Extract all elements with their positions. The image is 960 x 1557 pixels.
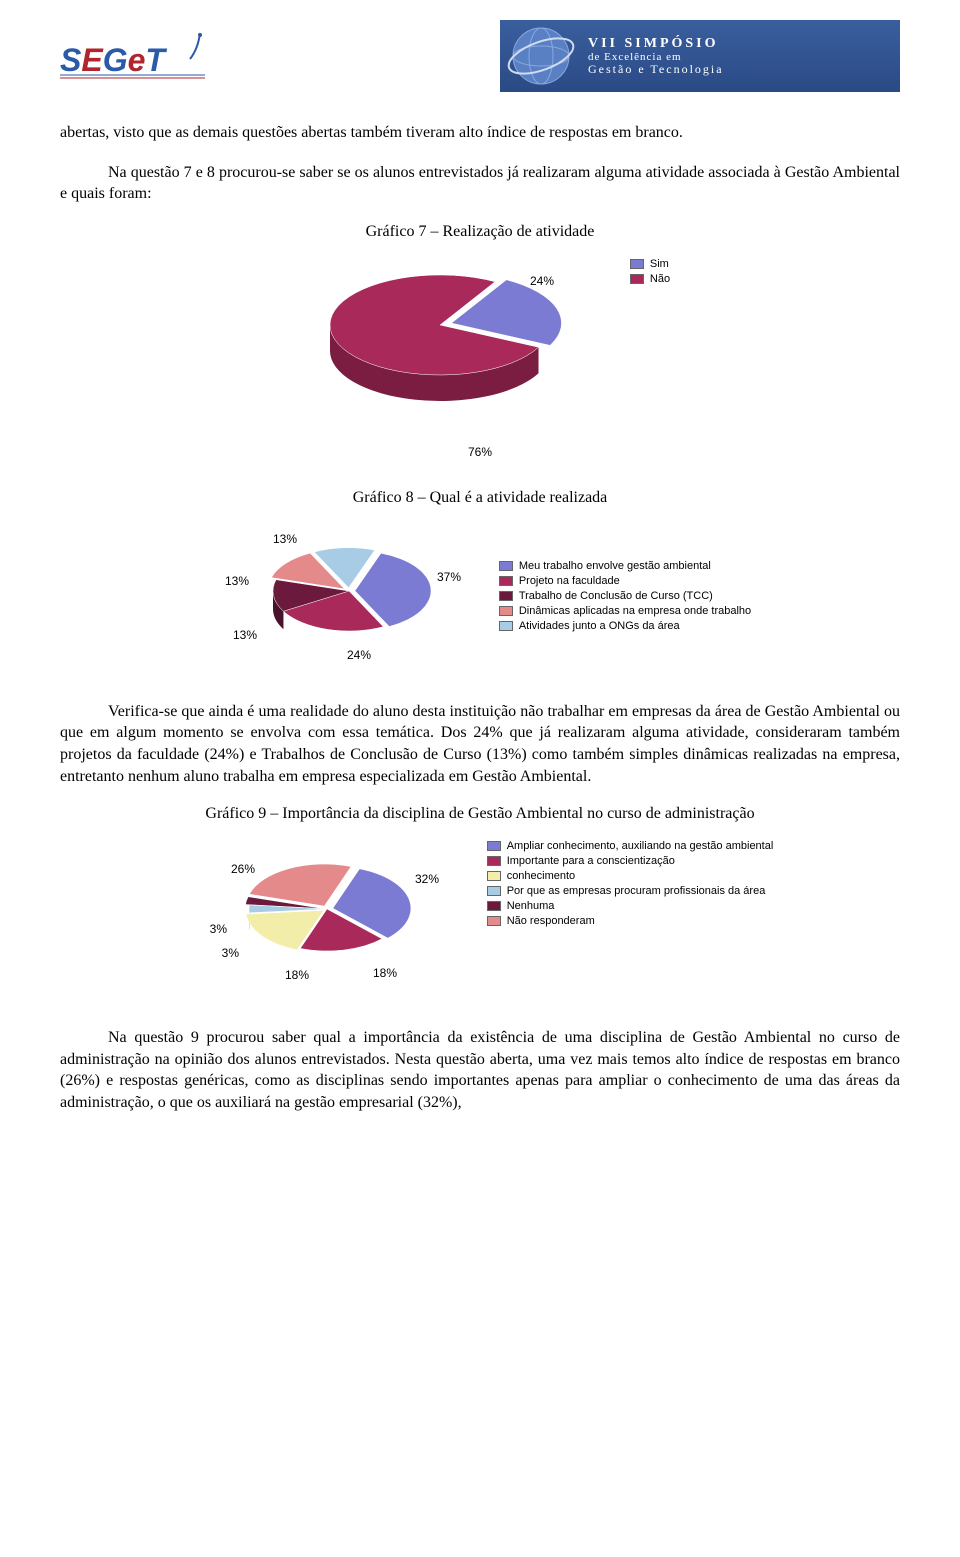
svg-text:SEGeT: SEGeT [60, 42, 167, 78]
globe-icon [506, 21, 576, 91]
legend-item: Ampliar conhecimento, auxiliando na gest… [487, 840, 774, 852]
chart8-pie: 37% 24% 13% 13% 13% [209, 521, 479, 671]
legend-swatch [487, 916, 501, 926]
legend-swatch [630, 274, 644, 284]
paragraph-4: Na questão 9 procurou saber qual a impor… [60, 1027, 900, 1113]
legend-item: Não [630, 273, 670, 285]
legend-item: Não responderam [487, 915, 774, 927]
legend-item: Sim [630, 258, 670, 270]
legend-item: Meu trabalho envolve gestão ambiental [499, 560, 751, 572]
legend-label: Importante para a conscientização [507, 855, 675, 867]
legend-label: Trabalho de Conclusão de Curso (TCC) [519, 590, 713, 602]
paragraph-3: Verifica-se que ainda é uma realidade do… [60, 701, 900, 787]
legend-label: Meu trabalho envolve gestão ambiental [519, 560, 711, 572]
chart7-bottom-label: 76% [468, 445, 492, 459]
legend-item: conhecimento [487, 870, 774, 882]
legend-item: Atividades junto a ONGs da área [499, 620, 751, 632]
legend-swatch [499, 576, 513, 586]
svg-text:3%: 3% [209, 922, 227, 936]
legend-swatch [487, 886, 501, 896]
legend-item: Dinâmicas aplicadas na empresa onde trab… [499, 605, 751, 617]
legend-label: Ampliar conhecimento, auxiliando na gest… [507, 840, 774, 852]
legend-label: Sim [650, 258, 669, 270]
chart8: 37% 24% 13% 13% 13% Meu trabalho envolve ges… [60, 521, 900, 671]
logo-line3: Gestão e Tecnologia [588, 63, 724, 76]
legend-label: Não responderam [507, 915, 595, 927]
legend-label: Por que as empresas procuram profissiona… [507, 885, 766, 897]
legend-label: Nenhuma [507, 900, 555, 912]
svg-text:37%: 37% [437, 570, 461, 584]
chart7-legend: Sim Não [630, 255, 670, 288]
legend-label: Atividades junto a ONGs da área [519, 620, 680, 632]
svg-text:13%: 13% [273, 532, 297, 546]
legend-item: Trabalho de Conclusão de Curso (TCC) [499, 590, 751, 602]
legend-swatch [487, 856, 501, 866]
legend-item: Importante para a conscientização [487, 855, 774, 867]
svg-text:18%: 18% [285, 968, 309, 982]
svg-text:18%: 18% [373, 966, 397, 980]
legend-swatch [487, 841, 501, 851]
logo-simposio: VII SIMPÓSIO de Excelência em Gestão e T… [500, 20, 900, 92]
svg-text:24%: 24% [347, 648, 371, 662]
legend-label: Não [650, 273, 670, 285]
chart8-title: Gráfico 8 – Qual é a atividade realizada [60, 489, 900, 507]
legend-swatch [487, 901, 501, 911]
legend-swatch [487, 871, 501, 881]
logo-line1: VII SIMPÓSIO [588, 36, 724, 51]
chart7-title: Gráfico 7 – Realização de atividade [60, 223, 900, 241]
svg-text:32%: 32% [415, 872, 439, 886]
svg-text:24%: 24% [530, 274, 554, 288]
legend-label: Projeto na faculdade [519, 575, 620, 587]
chart9: 32% 18% 18% 3% 3% 26% Ampliar conhecimento, a… [60, 837, 900, 997]
chart9-title: Gráfico 9 – Importância da disciplina de… [60, 805, 900, 823]
paragraph-2: Na questão 7 e 8 procurou-se saber se os… [60, 162, 900, 205]
legend-label: conhecimento [507, 870, 576, 882]
svg-text:13%: 13% [233, 628, 257, 642]
chart8-legend: Meu trabalho envolve gestão ambiental Pro… [499, 557, 751, 635]
legend-label: Dinâmicas aplicadas na empresa onde trab… [519, 605, 751, 617]
svg-text:3%: 3% [221, 946, 239, 960]
legend-swatch [499, 591, 513, 601]
svg-text:13%: 13% [225, 574, 249, 588]
logo-seget: SEGeT [60, 31, 240, 81]
legend-swatch [499, 621, 513, 631]
chart7: 24% Sim Não 76% [60, 255, 900, 459]
paragraph-1: abertas, visto que as demais questões ab… [60, 122, 900, 144]
legend-swatch [499, 561, 513, 571]
legend-swatch [630, 259, 644, 269]
page-header: SEGeT VII SIMPÓSIO de Excelência em Gest… [60, 20, 900, 92]
legend-swatch [499, 606, 513, 616]
svg-text:26%: 26% [231, 862, 255, 876]
chart7-pie: 24% [290, 255, 590, 425]
legend-item: Projeto na faculdade [499, 575, 751, 587]
chart9-pie: 32% 18% 18% 3% 3% 26% [187, 837, 457, 997]
legend-item: Nenhuma [487, 900, 774, 912]
legend-item: Por que as empresas procuram profissiona… [487, 885, 774, 897]
chart9-legend: Ampliar conhecimento, auxiliando na gest… [487, 837, 774, 930]
